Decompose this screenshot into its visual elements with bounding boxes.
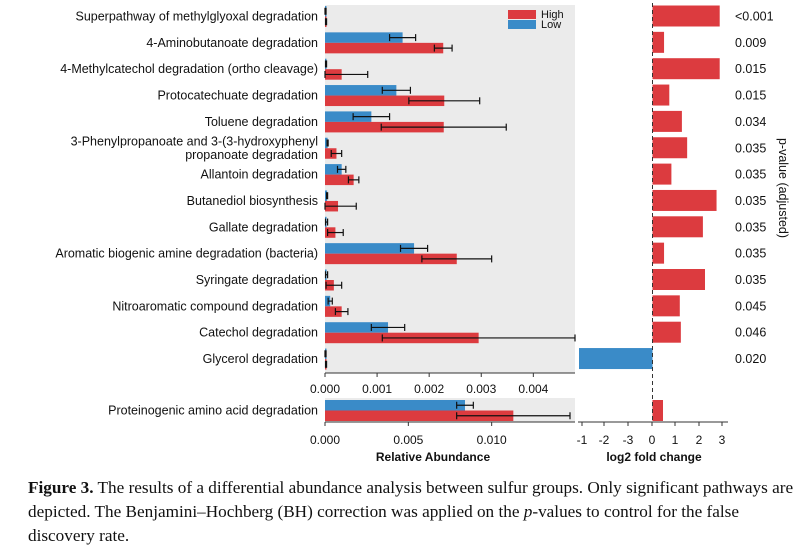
x-tick-label: 0 — [649, 433, 656, 447]
bar-high — [325, 253, 457, 265]
p-value-label: 0.015 — [735, 89, 766, 103]
legend-label-high: High — [541, 9, 564, 21]
p-value-label: 0.035 — [735, 168, 766, 182]
fold-change-bar — [652, 400, 663, 421]
p-value-label: 0.035 — [735, 220, 766, 234]
category-label: Allantoin degradation — [201, 168, 318, 182]
x-tick-label: 0.000 — [310, 433, 340, 447]
figure-caption: Figure 3. The results of a differential … — [28, 476, 798, 548]
category-label: 4-Methylcatechol degradation (ortho clea… — [60, 62, 318, 76]
fold-change-bar — [579, 348, 653, 370]
category-label: Syringate degradation — [196, 273, 318, 287]
category-label: Butanediol biosynthesis — [187, 194, 318, 208]
fold-change-bar — [652, 269, 705, 290]
bar-high — [325, 42, 444, 54]
x-tick-label: -1 — [577, 433, 588, 447]
bar-low — [325, 137, 328, 149]
p-value-label: 0.015 — [735, 62, 766, 76]
bar-low — [325, 322, 389, 333]
x-axis-title: Relative Abundance — [376, 450, 491, 464]
category-label: propanoate degradation — [185, 148, 318, 162]
category-label: Superpathway of methylglyoxal degradatio… — [75, 10, 318, 24]
x-tick-label: 0.002 — [414, 382, 444, 396]
x-tick-label: 2 — [696, 433, 703, 447]
p-value-axis-title: p-value (adjusted) — [776, 138, 790, 238]
bar-low — [325, 85, 397, 96]
caption-text-1: The results of a differential abundance … — [28, 478, 794, 521]
bar-low — [325, 243, 415, 254]
caption-p-italic: p — [523, 502, 533, 521]
category-label: 3-Phenylpropanoate and 3-(3-hydroxypheny… — [71, 134, 318, 148]
legend-swatch-high — [508, 10, 536, 19]
bar-high — [325, 95, 445, 107]
bar-low — [325, 111, 372, 122]
fold-change-bar — [652, 137, 688, 159]
fold-change-bar — [652, 163, 672, 185]
p-value-label: 0.034 — [735, 115, 766, 129]
fold-change-bar — [652, 31, 665, 53]
bar-low — [325, 400, 465, 411]
p-value-label: 0.046 — [735, 326, 766, 340]
bar-high — [325, 306, 342, 317]
category-label: Aromatic biogenic amine degradation (bac… — [55, 247, 318, 261]
x-tick-label: 0.003 — [466, 382, 496, 396]
fold-change-bar — [652, 242, 665, 264]
x-tick-label: 3 — [719, 433, 726, 447]
fold-change-bar — [652, 216, 703, 238]
p-value-label: 0.035 — [735, 247, 766, 261]
bar-high — [325, 174, 354, 186]
caption-text-2: -values to control for the false discove… — [28, 502, 739, 545]
x-tick-label: -3 — [623, 433, 634, 447]
category-label: Proteinogenic amino acid degradation — [108, 404, 318, 418]
x-tick-label: 0.010 — [477, 433, 507, 447]
category-label: Toluene degradation — [205, 115, 318, 129]
bar-low — [325, 32, 403, 43]
p-value-label: 0.035 — [735, 194, 766, 208]
legend-label-low: Low — [541, 19, 561, 31]
category-label: 4-Aminobutanoate degradation — [146, 36, 318, 50]
x-tick-label: 0.004 — [518, 382, 548, 396]
fold-change-bar — [652, 110, 682, 132]
category-label: Catechol degradation — [199, 326, 318, 340]
p-value-label: 0.045 — [735, 299, 766, 313]
fold-change-axis-title: log2 fold change — [606, 450, 702, 464]
x-tick-label: 0.005 — [393, 433, 423, 447]
x-tick-label: 0.000 — [310, 382, 340, 396]
category-label: Gallate degradation — [209, 220, 318, 234]
p-value-label: 0.035 — [735, 141, 766, 155]
p-value-label: <0.001 — [735, 10, 774, 24]
p-value-label: 0.035 — [735, 273, 766, 287]
fold-change-bar — [652, 5, 720, 27]
fold-change-bar — [652, 189, 717, 211]
x-tick-label: 0.001 — [362, 382, 392, 396]
bar-high — [325, 410, 514, 421]
p-value-label: 0.009 — [735, 36, 766, 50]
category-label: Glycerol degradation — [203, 352, 318, 366]
differential-abundance-chart: Superpathway of methylglyoxal degradatio… — [55, 3, 790, 464]
legend-swatch-low — [508, 20, 536, 29]
x-tick-label: -2 — [599, 433, 610, 447]
bar-low — [325, 164, 342, 175]
category-label: Nitroaromatic compound degradation — [112, 299, 318, 313]
fold-change-bar — [652, 295, 680, 317]
category-label: Protocatechuate degradation — [157, 89, 318, 103]
p-value-label: 0.020 — [735, 352, 766, 366]
x-tick-label: 1 — [672, 433, 679, 447]
fold-change-bar — [652, 84, 670, 106]
fold-change-bar — [652, 321, 681, 343]
main-panel-background — [325, 5, 575, 373]
fold-change-bar — [652, 58, 720, 80]
caption-label: Figure 3. — [28, 478, 94, 497]
